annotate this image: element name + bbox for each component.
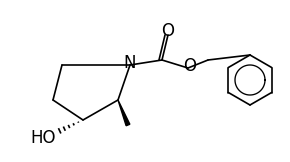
- Polygon shape: [118, 100, 130, 126]
- Text: O: O: [162, 22, 175, 40]
- Text: HO: HO: [30, 129, 56, 147]
- Text: O: O: [184, 57, 197, 75]
- Text: N: N: [124, 54, 136, 72]
